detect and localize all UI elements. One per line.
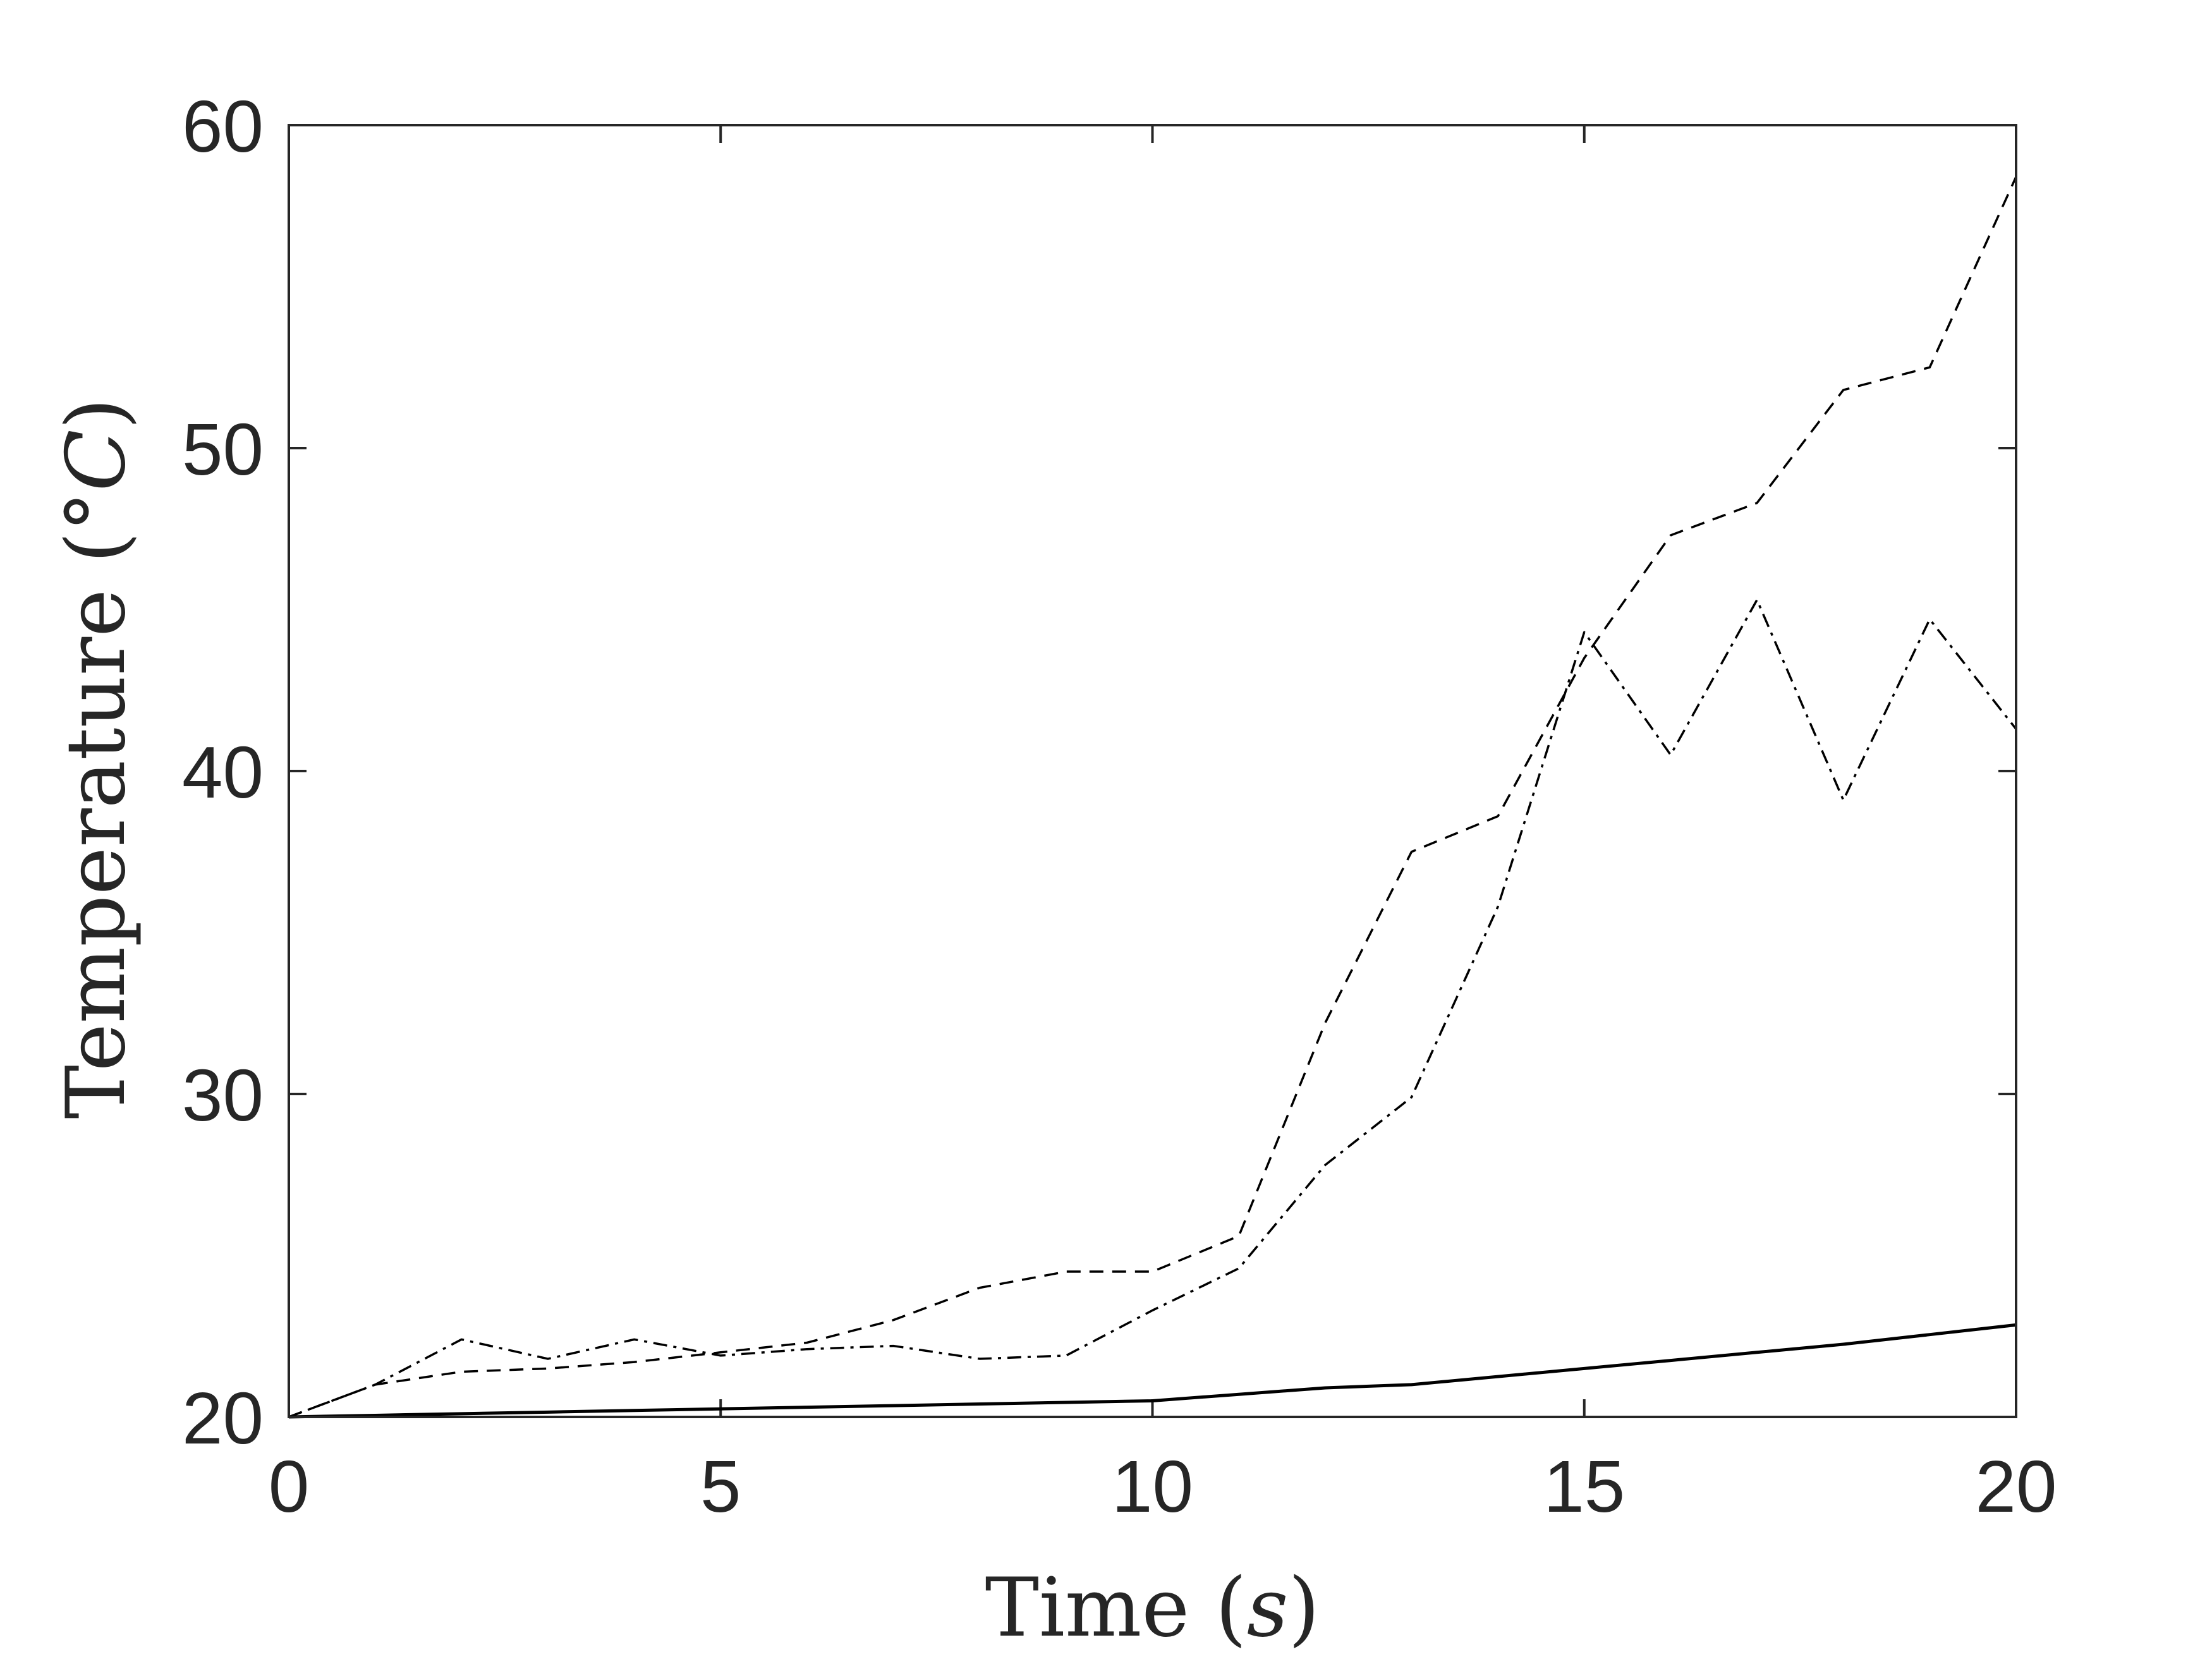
y-tick-label: 50	[182, 408, 264, 490]
series-line-dashdot	[288, 599, 2017, 1418]
x-tick-label: 15	[1543, 1445, 1625, 1528]
x-axis-label: Time (s)	[985, 1561, 1320, 1655]
x-tick-label: 5	[700, 1445, 741, 1528]
axis-tick-labels: 0 5 10 15 20 20 30 40 50 60	[182, 85, 2057, 1528]
y-axis-label-text: Temperature (°	[49, 491, 143, 1119]
x-axis-label-close: )	[1288, 1561, 1320, 1655]
series-line-solid	[288, 1323, 2017, 1419]
y-axis-label-unit: C	[49, 429, 143, 491]
data-series	[288, 176, 2017, 1419]
y-tick-label: 20	[182, 1377, 264, 1459]
x-axis-label-text: Time (	[985, 1561, 1247, 1655]
y-tick-label: 30	[182, 1054, 264, 1136]
x-tick-label: 20	[1975, 1445, 2057, 1528]
y-axis-label: Temperature (°C)	[49, 398, 143, 1119]
x-tick-label: 0	[269, 1445, 310, 1528]
y-tick-label: 60	[182, 85, 264, 167]
y-axis-label-close: )	[49, 398, 143, 429]
plot-area-frame	[288, 124, 2017, 1418]
x-tick-label: 10	[1112, 1445, 1193, 1528]
y-tick-label: 40	[182, 731, 264, 813]
x-axis-label-unit: s	[1247, 1561, 1289, 1655]
